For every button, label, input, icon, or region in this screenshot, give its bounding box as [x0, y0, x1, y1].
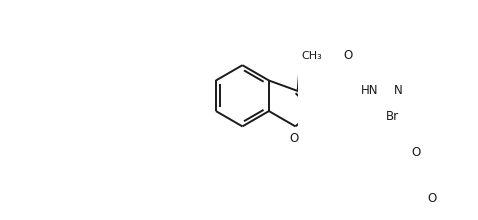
- Text: O: O: [290, 132, 299, 145]
- Text: HN: HN: [361, 84, 379, 97]
- Text: CH₃: CH₃: [301, 51, 322, 61]
- Text: O: O: [427, 192, 437, 205]
- Text: O: O: [343, 49, 353, 62]
- Text: O: O: [411, 146, 420, 159]
- Text: N: N: [394, 84, 402, 97]
- Text: Br: Br: [386, 110, 400, 123]
